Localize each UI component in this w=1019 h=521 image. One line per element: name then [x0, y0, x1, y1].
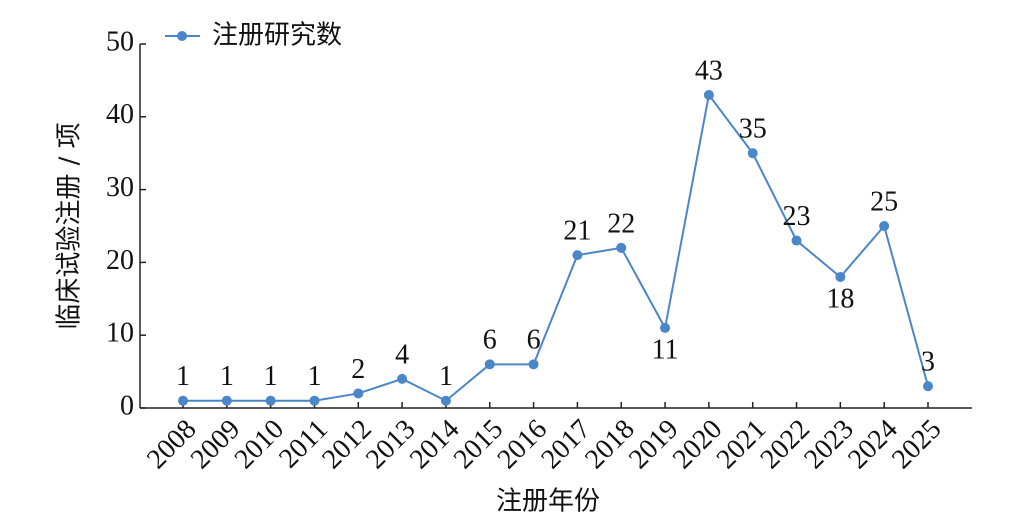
point	[353, 388, 364, 399]
y-tick-label: 50	[106, 26, 134, 57]
data-label: 2	[351, 354, 365, 385]
point	[835, 271, 846, 282]
data-label: 43	[695, 55, 723, 86]
y-tick-label: 20	[106, 245, 134, 276]
data-label: 3	[921, 347, 935, 378]
data-label: 1	[264, 361, 278, 392]
data-label: 1	[307, 361, 321, 392]
point	[791, 235, 802, 246]
y-tick-label: 30	[106, 172, 134, 203]
data-label: 18	[826, 283, 854, 314]
data-label: 4	[395, 339, 409, 370]
point	[265, 395, 276, 406]
series-line	[183, 92, 929, 402]
data-label: 1	[439, 361, 453, 392]
point	[572, 250, 583, 261]
y-axis-label: 临床试验注册 / 项	[55, 122, 85, 329]
point	[747, 148, 758, 159]
point	[616, 242, 627, 253]
y-tick-label: 0	[120, 390, 134, 421]
point	[528, 359, 539, 370]
point	[397, 373, 408, 384]
data-label: 6	[483, 325, 497, 356]
data-label: 6	[527, 325, 541, 356]
data-label: 35	[739, 114, 767, 145]
legend-label: 注册研究数	[212, 21, 342, 51]
data-label: 1	[176, 361, 190, 392]
y-tick-label: 40	[106, 99, 134, 130]
data-label: 1	[220, 361, 234, 392]
point	[660, 322, 671, 333]
point	[178, 395, 188, 406]
data-label: 21	[563, 216, 591, 247]
data-label: 22	[607, 208, 635, 239]
x-axis-label: 注册年份	[496, 487, 600, 517]
point	[879, 221, 890, 231]
data-label: 11	[652, 334, 679, 365]
point	[703, 89, 714, 100]
x-tick-label: 2025	[886, 414, 948, 476]
point	[440, 395, 451, 406]
data-label: 23	[783, 201, 811, 232]
legend-marker	[177, 31, 187, 41]
data-label: 25	[870, 186, 898, 217]
point	[923, 381, 933, 392]
point	[309, 395, 320, 406]
point	[484, 359, 495, 370]
y-tick-label: 10	[106, 318, 134, 349]
point	[221, 395, 232, 406]
